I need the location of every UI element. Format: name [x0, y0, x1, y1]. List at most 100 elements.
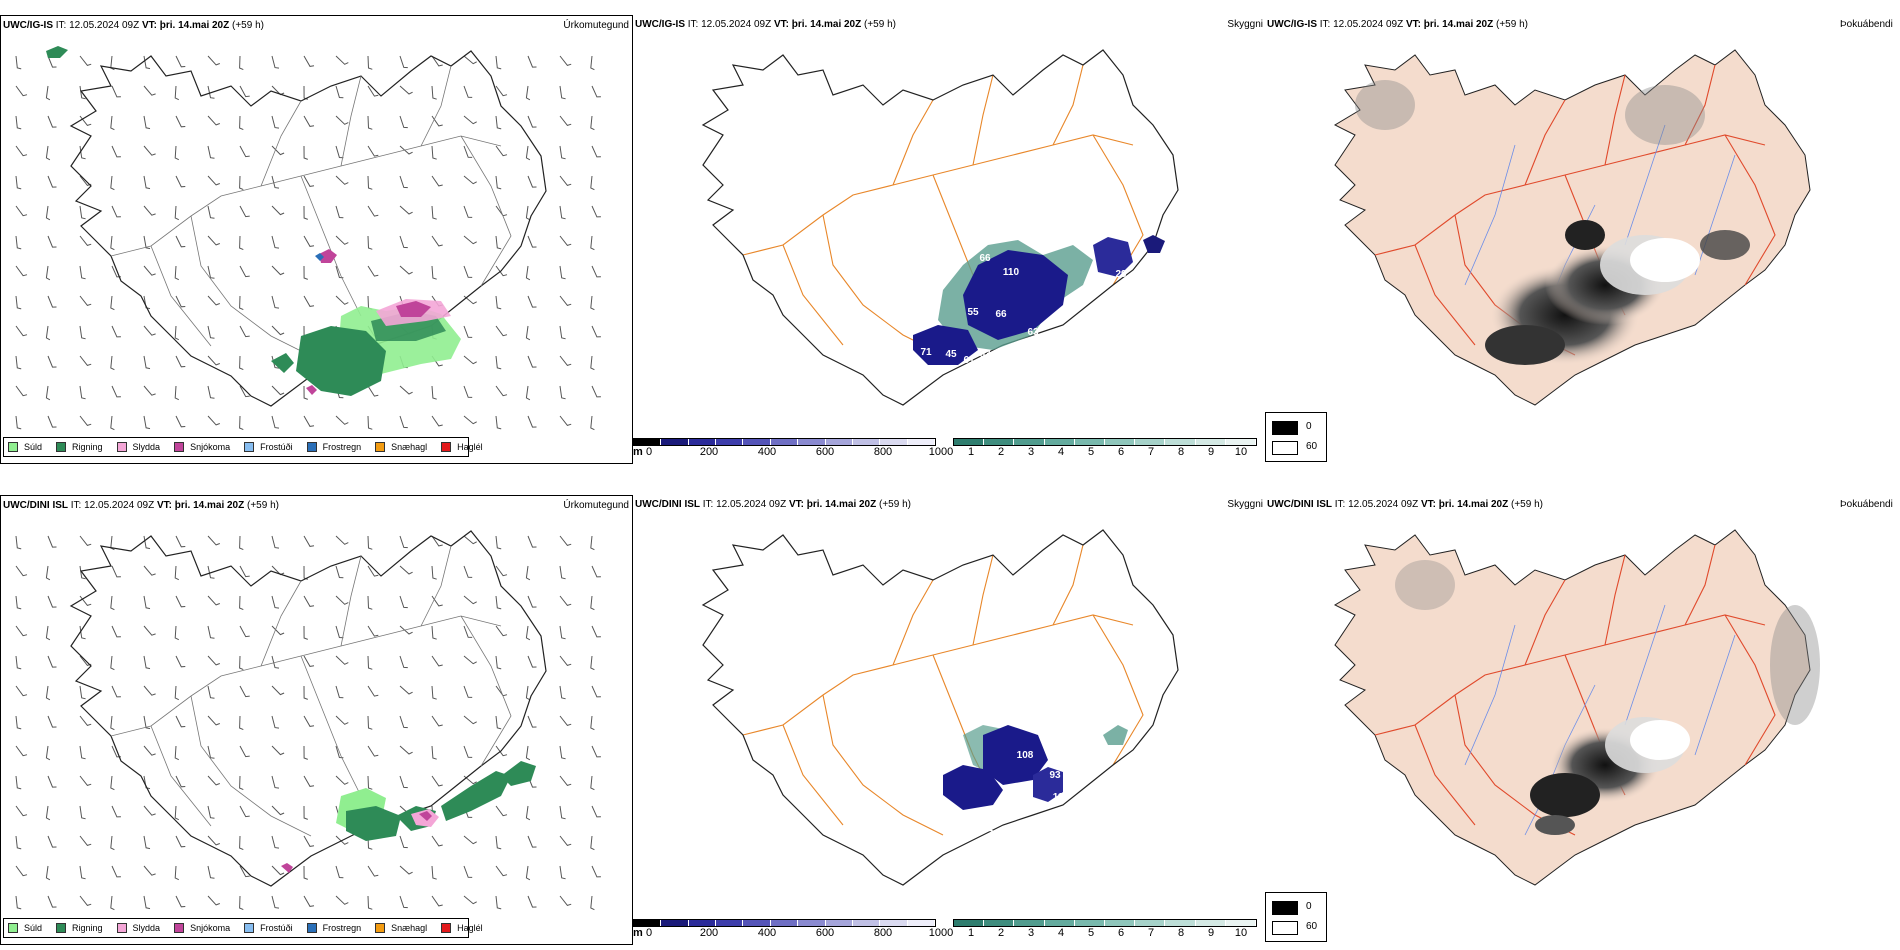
wind-barb [431, 385, 437, 400]
wind-barb [45, 205, 51, 221]
wind-barb [47, 895, 57, 908]
wind-barb [143, 265, 156, 276]
wind-barb [559, 565, 566, 580]
wind-barb [590, 715, 595, 731]
wind-barb [463, 565, 473, 578]
legend-label: Frostúði [260, 442, 293, 452]
wind-barb [590, 355, 595, 371]
wind-barb [111, 685, 121, 698]
wind-barb [367, 745, 379, 757]
wind-barb [525, 85, 531, 101]
wind-barb [335, 235, 349, 245]
wind-barb [15, 295, 22, 310]
wind-barb [335, 835, 349, 845]
colorbar-segment [743, 920, 771, 926]
wind-barb [111, 385, 121, 398]
wind-barb [143, 835, 151, 850]
colorbar-tick: 6 [1117, 927, 1125, 939]
legend-item: Súld [8, 923, 42, 933]
wind-barb [143, 295, 151, 310]
wind-barb [45, 865, 51, 881]
legend-item: Frostúði [244, 923, 293, 933]
colorbar-tick: 7 [1147, 927, 1155, 939]
wind-barb [399, 145, 413, 155]
colorbar-segment [661, 920, 689, 926]
wind-barb [15, 625, 28, 637]
wind-barb [143, 775, 151, 790]
wind-barb [463, 655, 477, 665]
legend-swatch [306, 923, 317, 933]
road-network [110, 65, 512, 357]
wind-barb [271, 835, 280, 849]
colorbar-segment [634, 439, 662, 445]
wind-barb [271, 355, 280, 369]
wind-barb [239, 625, 250, 638]
wind-barb [495, 355, 502, 370]
vt-value: þri. 14.mai 20Z [159, 20, 230, 31]
wind-barb [590, 895, 595, 911]
wind-barb [591, 745, 601, 758]
wind-barb [463, 205, 473, 218]
vt-value: þri. 14.mai 20Z [1438, 499, 1509, 510]
wind-barb [527, 295, 537, 308]
it-value: 12.05.2024 09Z [69, 20, 140, 31]
legend-label: Frostúði [260, 923, 293, 933]
lead-time: (+59 h) [232, 20, 264, 31]
legend-swatch [174, 442, 185, 452]
wind-barb [15, 55, 22, 70]
colorbar-segment [770, 439, 799, 445]
legend-label: Haglél [457, 442, 483, 452]
wind-barb [239, 865, 250, 878]
wind-barb [175, 235, 186, 248]
wind-barb [207, 415, 220, 426]
colorbar-m-unit: m [633, 927, 643, 939]
colorbar-tick: 3 [1027, 446, 1035, 458]
wind-barb [207, 565, 215, 579]
wind-barb [303, 415, 315, 427]
wind-barb [15, 715, 22, 730]
wind-barb [207, 145, 215, 159]
wind-barb [303, 235, 315, 247]
legend-item: Frostregn [306, 442, 361, 452]
vis-value-label: 70 [1012, 827, 1024, 838]
wind-barb [143, 385, 156, 396]
legend-label: Snæhagl [391, 442, 428, 452]
wind-barb [495, 145, 508, 157]
wind-barb [15, 355, 22, 370]
wind-barb [175, 655, 186, 668]
wind-barb [45, 805, 51, 821]
vis-value-label: 69 [952, 815, 964, 826]
wind-barb [239, 355, 244, 371]
legend-item: Snjókoma [174, 923, 230, 933]
wind-barb [431, 715, 443, 727]
wind-barb [463, 415, 477, 425]
wind-barb [463, 265, 473, 278]
wind-barb [591, 685, 601, 698]
wind-barb [110, 295, 115, 311]
wind-barb [335, 175, 349, 185]
wind-barb [175, 55, 186, 68]
wind-barb [525, 865, 531, 881]
wind-barb [271, 205, 285, 216]
wind-barb [174, 385, 180, 401]
vis-value-label: 70 [987, 829, 999, 840]
wind-barb [399, 385, 413, 395]
wind-barb [110, 835, 115, 851]
wind-barb [239, 55, 244, 71]
legend-item: Slydda [116, 923, 160, 933]
it-label: IT: [702, 499, 714, 510]
it-value: 12.05.2024 09Z [1348, 499, 1419, 510]
colorbar-tick: 10 [1234, 446, 1248, 458]
wind-barb [303, 835, 315, 847]
fog-legend-swatch [1272, 901, 1298, 915]
wind-barb [367, 265, 379, 277]
wind-barb [431, 55, 443, 67]
wind-barb [143, 55, 151, 70]
wind-barb [399, 625, 413, 635]
colorbar-segment [954, 439, 985, 445]
wind-barb [79, 265, 86, 280]
wind-barb [143, 715, 151, 730]
wind-barb [271, 175, 280, 189]
wind-barb [239, 115, 244, 131]
wind-barb [495, 535, 502, 550]
